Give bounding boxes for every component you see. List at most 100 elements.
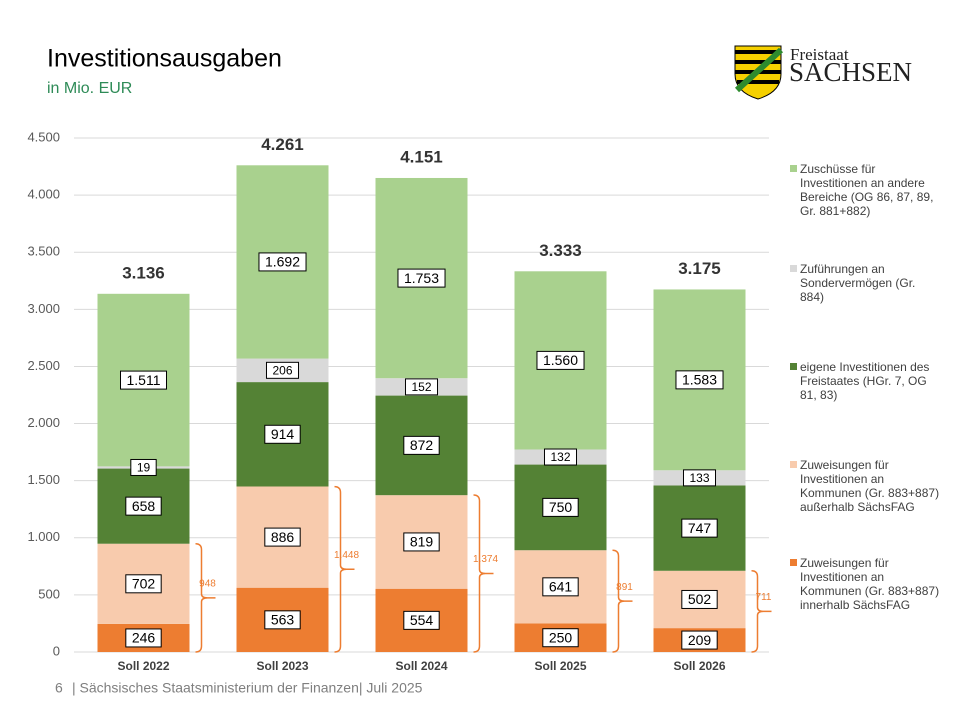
y-tick-label: 4.500 (27, 129, 60, 144)
value-label-box (536, 350, 585, 370)
value-label: 246 (132, 630, 156, 646)
legend-item: eigene Investitionen des Freistaates (HG… (790, 360, 940, 402)
value-label: 1.753 (404, 270, 439, 286)
logo: Freistaat SACHSEN (734, 45, 912, 100)
value-label-box (403, 610, 440, 630)
legend-swatch (790, 363, 797, 370)
value-label-box (543, 448, 578, 466)
value-label: 1.560 (543, 352, 578, 368)
logo-text: SACHSEN (789, 57, 912, 87)
value-label: 658 (132, 498, 156, 514)
value-label: 819 (410, 534, 434, 550)
bracket (751, 570, 772, 653)
value-label: 133 (689, 471, 709, 485)
value-label: 132 (550, 450, 570, 464)
value-label-box (258, 252, 307, 272)
total-label: 3.136 (122, 263, 165, 282)
bracket-label: 711 (756, 592, 772, 603)
value-label: 209 (688, 632, 712, 648)
y-tick-label: 0 (53, 643, 60, 658)
value-label-box (125, 496, 162, 516)
logo-stripes (735, 50, 781, 84)
total-label: 3.175 (678, 259, 721, 278)
value-label-box (397, 268, 446, 288)
bracket (334, 485, 355, 653)
y-tick-label: 500 (38, 586, 60, 601)
bracket-label: 948 (199, 578, 216, 589)
x-tick-label: Soll 2026 (673, 659, 725, 673)
total-label: 4.261 (261, 135, 304, 154)
value-label: 886 (271, 529, 295, 545)
legend-label: Zuweisungen für Investitionen an Kommune… (800, 458, 940, 514)
y-tick-label: 2.000 (27, 415, 60, 430)
value-label: 1.692 (265, 254, 300, 270)
total-label: 4.151 (400, 147, 443, 166)
value-label-box (682, 469, 717, 487)
legend-swatch (790, 461, 797, 468)
bracket (612, 549, 633, 653)
value-label-box (681, 589, 718, 609)
value-label: 750 (549, 499, 573, 515)
y-tick-label: 3.000 (27, 301, 60, 316)
bracket-label: 1.448 (334, 550, 359, 561)
y-tick-label: 2.500 (27, 358, 60, 373)
value-label-box (264, 424, 301, 444)
value-label: 1.583 (682, 372, 717, 388)
legend-item: Zuschüsse für Investitionen an andere Be… (790, 162, 940, 218)
value-label-box (125, 628, 162, 648)
legend-swatch (790, 559, 797, 566)
value-label-box (125, 574, 162, 594)
legend-swatch (790, 265, 797, 272)
value-label: 152 (411, 380, 431, 394)
bracket-label: 891 (616, 582, 633, 593)
value-label-box (264, 527, 301, 547)
value-label-box (542, 577, 579, 597)
x-tick-label: Soll 2023 (256, 659, 308, 673)
value-label-box (264, 610, 301, 630)
page-number: 6 (55, 680, 63, 696)
value-label: 872 (410, 437, 434, 453)
legend-item: Zuweisungen für Investitionen an Kommune… (790, 458, 940, 514)
chart-title: Investitionsausgaben (47, 45, 282, 73)
value-label-box (403, 532, 440, 552)
legend-item: Zuführungen an Sondervermögen (Gr. 884) (790, 262, 940, 304)
legend-label: eigene Investitionen des Freistaates (HG… (800, 360, 930, 402)
value-label-box (681, 518, 718, 538)
value-label: 914 (271, 426, 295, 442)
value-label: 1.511 (127, 372, 161, 388)
value-label-box (675, 370, 724, 390)
logo-text: Freistaat (790, 45, 849, 64)
value-label-box (542, 628, 579, 648)
legend-label: Zuweisungen für Investitionen an Kommune… (800, 556, 940, 612)
legend-label: Zuschüsse für Investitionen an andere Be… (800, 162, 934, 218)
logo-crown (734, 47, 784, 93)
value-label-box (681, 630, 718, 650)
bracket (473, 494, 494, 653)
x-tick-label: Soll 2025 (534, 659, 586, 673)
value-label: 19 (137, 461, 151, 475)
footer-text: | Sächsisches Staatsministerium der Fina… (72, 680, 423, 696)
value-label-box (542, 497, 579, 517)
value-label-box (403, 435, 440, 455)
x-tick-label: Soll 2022 (117, 659, 169, 673)
value-label: 747 (688, 520, 712, 536)
value-label: 554 (410, 612, 434, 628)
x-tick-label: Soll 2024 (395, 659, 447, 673)
y-tick-label: 4.000 (27, 187, 60, 202)
value-label: 206 (272, 363, 292, 377)
bracket-label: 1.374 (473, 554, 498, 565)
legend-label: Zuführungen an Sondervermögen (Gr. 884) (800, 262, 916, 304)
value-label-box (404, 378, 439, 396)
value-label: 641 (549, 579, 573, 595)
y-tick-label: 1.500 (27, 472, 60, 487)
value-label-box (265, 361, 300, 379)
y-tick-label: 3.500 (27, 244, 60, 259)
value-label: 563 (271, 612, 295, 628)
legend-swatch (790, 165, 797, 172)
value-label-box (120, 370, 167, 390)
y-tick-label: 1.000 (27, 529, 60, 544)
value-label: 250 (549, 629, 573, 645)
bracket (195, 542, 216, 653)
